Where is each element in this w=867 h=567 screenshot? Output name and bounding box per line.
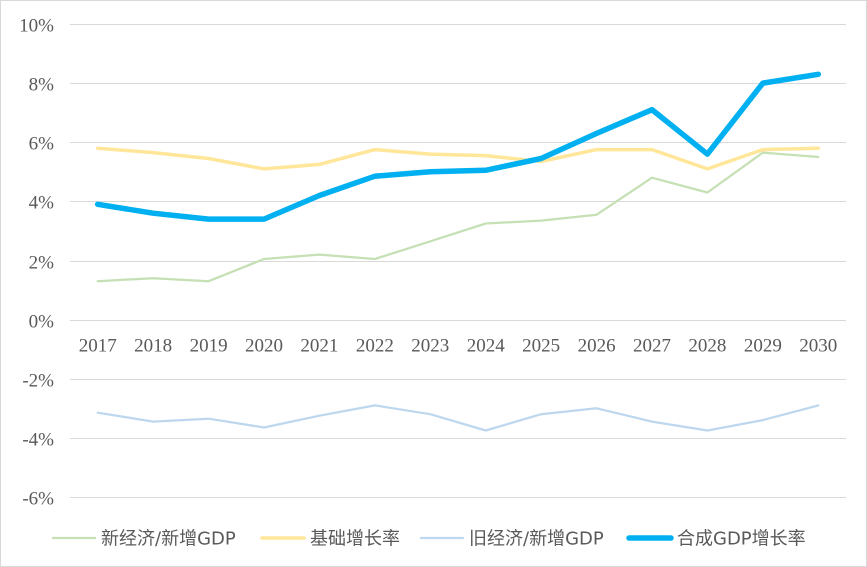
y-tick-label: 0% — [29, 312, 55, 333]
y-tick-label: -6% — [22, 489, 54, 510]
y-tick-label: -2% — [22, 371, 54, 392]
legend-label: 基础增长率 — [310, 529, 400, 550]
y-axis-tick-labels: -6% -4% -2% 0% 2% 4% 6% 8% 10% — [19, 16, 54, 510]
x-tick-label: 2030 — [799, 336, 837, 357]
y-tick-label: 8% — [29, 75, 55, 96]
x-tick-label: 2025 — [522, 336, 560, 357]
x-tick-label: 2017 — [79, 336, 117, 357]
x-tick-label: 2019 — [190, 336, 228, 357]
x-tick-label: 2024 — [467, 336, 506, 357]
series-line-1 — [95, 146, 821, 171]
series-lines — [94, 71, 822, 432]
series-line-3 — [94, 71, 822, 222]
legend-label: 合成GDP增长率 — [677, 529, 806, 550]
x-tick-label: 2028 — [688, 336, 726, 357]
legend: 新经济/新增GDP 基础增长率 旧经济/新增GDP 合成GDP增长率 — [51, 529, 806, 550]
x-tick-label: 2029 — [744, 336, 782, 357]
legend-label: 旧经济/新增GDP — [469, 529, 604, 550]
series-line-0 — [96, 151, 820, 283]
x-tick-label: 2020 — [245, 336, 283, 357]
y-tick-label: 4% — [29, 193, 55, 214]
series-line-2 — [96, 404, 820, 432]
x-axis-tick-labels: 2017 2018 2019 2020 2021 2022 2023 2024 2025 2026… — [79, 336, 838, 357]
x-tick-label: 2022 — [356, 336, 394, 357]
x-tick-label: 2021 — [300, 336, 338, 357]
x-tick-label: 2018 — [134, 336, 172, 357]
y-tick-label: 10% — [19, 16, 54, 37]
y-tick-label: -4% — [22, 430, 54, 451]
x-tick-label: 2023 — [411, 336, 449, 357]
y-tick-label: 2% — [29, 253, 55, 274]
legend-label: 新经济/新增GDP — [101, 529, 236, 550]
x-tick-label: 2026 — [578, 336, 616, 357]
x-tick-label: 2027 — [633, 336, 671, 357]
gridlines — [70, 24, 846, 498]
y-tick-label: 6% — [29, 134, 55, 155]
